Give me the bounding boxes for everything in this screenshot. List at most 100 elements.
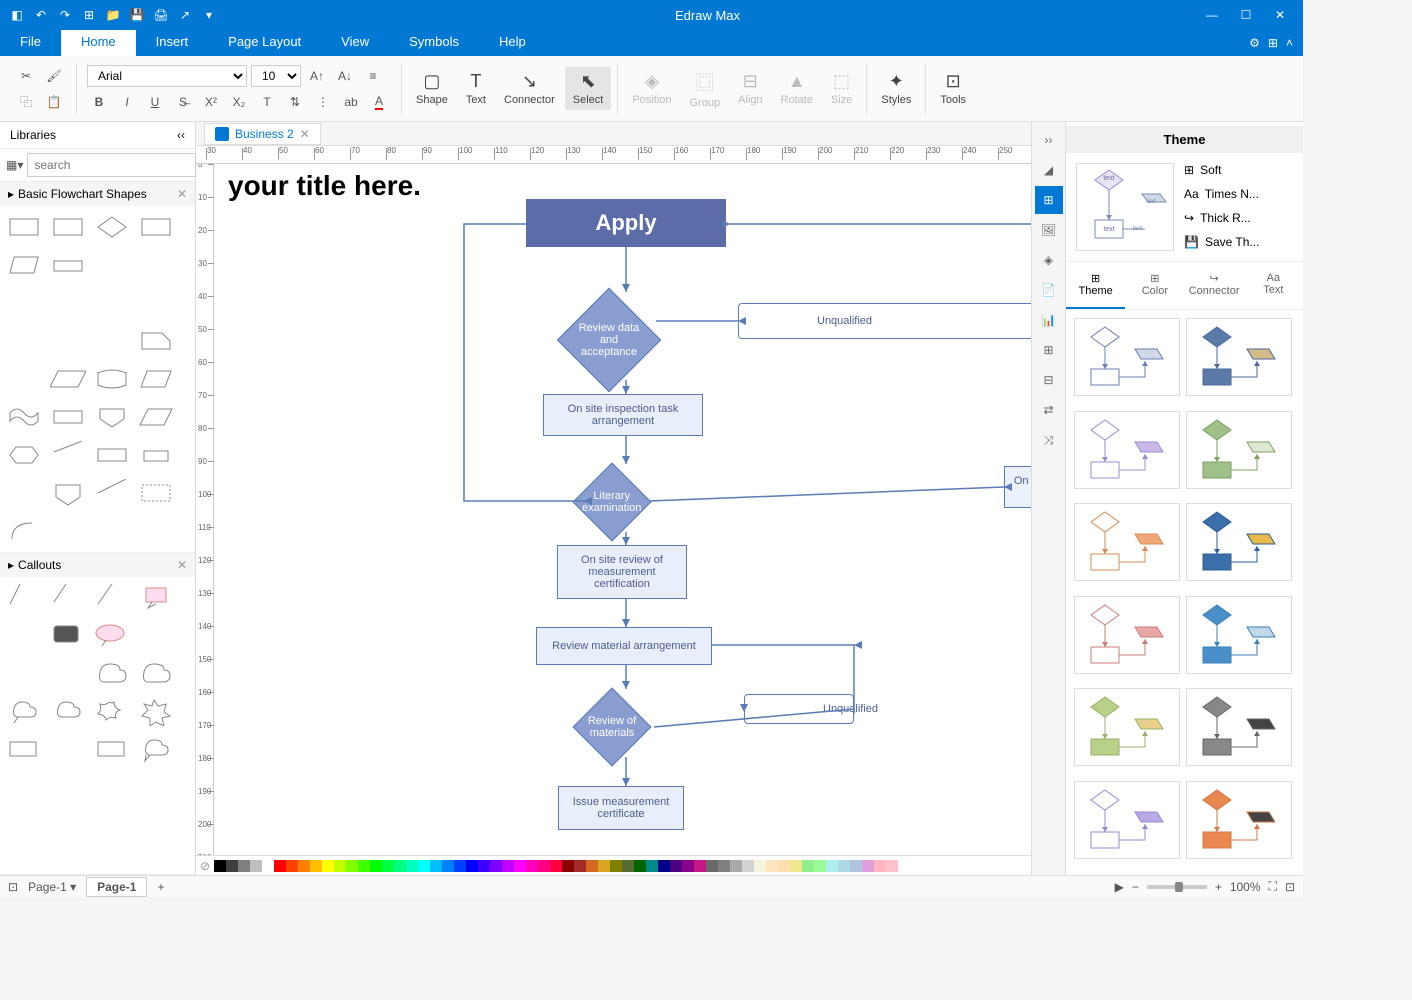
color-swatch[interactable] [298,860,310,872]
flowchart-node[interactable]: Review of materials [572,687,651,766]
image-icon[interactable]: 🖼 [1035,216,1063,244]
shape-stencil[interactable] [50,288,86,318]
text-case-icon[interactable]: T [255,90,279,114]
shape-stencil[interactable] [6,516,42,546]
color-swatch[interactable] [406,860,418,872]
maximize-button[interactable]: ☐ [1231,5,1261,25]
color-swatch[interactable] [346,860,358,872]
color-swatch[interactable] [562,860,574,872]
zoom-in-icon[interactable]: + [1215,880,1222,894]
color-swatch[interactable] [850,860,862,872]
align-left-icon[interactable]: ≡ [361,64,385,88]
presentation-icon[interactable]: ▶ [1115,880,1124,894]
apps-icon[interactable]: ⊞ [1268,36,1278,50]
table-icon[interactable]: ⊞ [1035,336,1063,364]
menu-page-layout[interactable]: Page Layout [208,30,321,56]
shape-stencil[interactable] [94,440,130,470]
bold-icon[interactable]: B [87,90,111,114]
color-swatch[interactable] [538,860,550,872]
font-color-icon[interactable]: A [367,90,391,114]
highlight-icon[interactable]: ab [339,90,363,114]
menu-view[interactable]: View [321,30,389,56]
canvas-title[interactable]: your title here. [228,170,421,202]
shape-stencil[interactable] [6,735,42,765]
shape-stencil[interactable] [138,583,174,613]
shape-stencil[interactable] [6,364,42,394]
shape-stencil[interactable] [94,478,130,508]
flowchart-shapes-header[interactable]: ▸ Basic Flowchart Shapes ✕ [0,182,195,206]
color-swatch[interactable] [862,860,874,872]
color-swatch[interactable] [574,860,586,872]
shape-stencil[interactable] [94,735,130,765]
color-swatch[interactable] [286,860,298,872]
drawing-canvas[interactable]: your title here. ApplyReview data and ac… [214,164,1031,855]
strikethrough-icon[interactable]: S̶ [171,90,195,114]
color-swatch[interactable] [394,860,406,872]
fit-page-icon[interactable]: ⛶ [1269,879,1277,894]
close-section-icon[interactable]: ✕ [177,558,187,572]
flowchart-node[interactable]: Issue measurementcertificate [558,786,684,830]
select-tool[interactable]: ⬉Select [565,67,612,110]
shape-stencil[interactable] [50,402,86,432]
theme-icon[interactable]: ⊞ [1035,186,1063,214]
shape-stencil[interactable] [50,659,86,689]
flowchart-node[interactable]: Review material arrangement [536,627,712,665]
shape-stencil[interactable] [94,364,130,394]
color-swatch[interactable] [802,860,814,872]
color-swatch[interactable] [526,860,538,872]
superscript-icon[interactable]: X² [199,90,223,114]
menu-symbols[interactable]: Symbols [389,30,479,56]
shape-stencil[interactable] [138,735,174,765]
shape-stencil[interactable] [50,212,86,242]
minimize-button[interactable]: — [1197,5,1227,25]
color-swatch[interactable] [634,860,646,872]
color-swatch[interactable] [514,860,526,872]
shape-stencil[interactable] [138,212,174,242]
library-dropdown-icon[interactable]: ▦▾ [6,153,23,177]
shape-stencil[interactable] [138,250,174,280]
rotate-tool[interactable]: ▲Rotate [773,67,821,110]
color-swatch[interactable] [250,860,262,872]
shape-stencil[interactable] [50,440,86,470]
collapse-ribbon-icon[interactable]: ˄ [1286,36,1293,50]
color-swatch[interactable] [418,860,430,872]
color-swatch[interactable] [886,860,898,872]
theme-card[interactable] [1186,411,1292,489]
shape-stencil[interactable] [6,250,42,280]
color-swatch[interactable] [742,860,754,872]
connector-tool[interactable]: ↘Connector [496,67,563,110]
color-swatch[interactable] [694,860,706,872]
theme-tab-theme[interactable]: ⊞Theme [1066,262,1125,309]
close-button[interactable]: ✕ [1265,5,1295,25]
shape-stencil[interactable] [50,478,86,508]
shape-stencil[interactable] [138,478,174,508]
theme-card[interactable] [1074,596,1180,674]
color-swatch[interactable] [550,860,562,872]
color-swatch[interactable] [382,860,394,872]
shape-stencil[interactable] [50,697,86,727]
close-tab-icon[interactable]: ✕ [300,127,310,141]
color-swatch[interactable] [586,860,598,872]
page-list-icon[interactable]: ⊡ [8,880,18,894]
shape-stencil[interactable] [94,621,130,651]
menu-insert[interactable]: Insert [136,30,209,56]
color-swatch[interactable] [670,860,682,872]
shape-stencil[interactable] [50,735,86,765]
theme-card[interactable] [1186,318,1292,396]
shape-stencil[interactable] [138,697,174,727]
flowchart-node[interactable]: On site inspection taskarrangement [543,394,703,436]
color-swatch[interactable] [262,860,274,872]
document-tab[interactable]: Business 2 ✕ [204,123,321,145]
italic-icon[interactable]: I [115,90,139,114]
color-swatch[interactable] [238,860,250,872]
save-icon[interactable]: 💾 [128,6,146,24]
line-spacing-icon[interactable]: ⇅ [283,90,307,114]
theme-card[interactable] [1074,318,1180,396]
cut-icon[interactable]: ✂ [14,64,38,88]
chart-icon[interactable]: 📊 [1035,306,1063,334]
shape-stencil[interactable] [6,697,42,727]
color-swatch[interactable] [466,860,478,872]
color-swatch[interactable] [322,860,334,872]
align-tool[interactable]: ⊟Align [730,67,770,110]
shape-stencil[interactable] [6,212,42,242]
